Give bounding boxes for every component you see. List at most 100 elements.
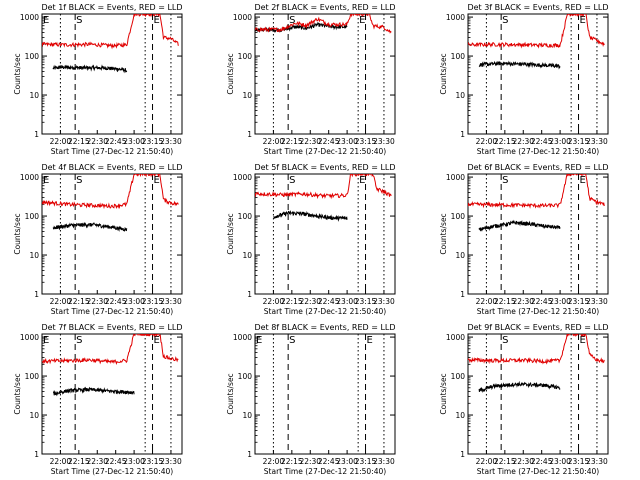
x-tick-label: 23:15 bbox=[142, 297, 164, 306]
panel-title: Det 9f BLACK = Events, RED = LLD bbox=[467, 323, 608, 332]
x-tick-label: 22:45 bbox=[318, 297, 340, 306]
x-tick-label: 22:30 bbox=[512, 297, 534, 306]
x-tick-label: 22:00 bbox=[50, 297, 72, 306]
x-tick-label: 23:00 bbox=[336, 457, 358, 466]
x-axis-label: Start Time (27-Dec-12 21:50:40) bbox=[51, 467, 173, 476]
panel-title: Det 2f BLACK = Events, RED = LLD bbox=[254, 3, 395, 12]
time-marker-label: E bbox=[154, 335, 160, 346]
x-axis-label: Start Time (27-Dec-12 21:50:40) bbox=[477, 467, 599, 476]
lld-series-line bbox=[42, 174, 179, 210]
x-axis-label: Start Time (27-Dec-12 21:50:40) bbox=[264, 307, 386, 316]
panel-det-7: Det 7f BLACK = Events, RED = LLD 1 10 100 10… bbox=[13, 323, 183, 476]
x-tick-label: 23:00 bbox=[123, 297, 145, 306]
x-tick-label: 22:00 bbox=[263, 297, 285, 306]
x-axis-label: Start Time (27-Dec-12 21:50:40) bbox=[51, 307, 173, 316]
events-series-line bbox=[273, 209, 348, 222]
x-tick-label: 23:15 bbox=[355, 137, 377, 146]
x-tick-label: 22:00 bbox=[50, 457, 72, 466]
y-tick-label: 10 bbox=[29, 411, 39, 420]
time-marker-label: S bbox=[502, 15, 508, 26]
time-marker-label: E bbox=[154, 175, 160, 186]
plot-frame bbox=[254, 173, 396, 295]
plot-frame bbox=[41, 173, 183, 295]
x-tick-label: 23:15 bbox=[355, 457, 377, 466]
events-series-line bbox=[478, 219, 561, 232]
y-tick-label: 100 bbox=[25, 212, 40, 221]
y-tick-label: 10 bbox=[455, 251, 465, 260]
y-tick-label: 1 bbox=[34, 130, 39, 139]
x-axis-label: Start Time (27-Dec-12 21:50:40) bbox=[264, 147, 386, 156]
y-tick-label: 100 bbox=[25, 372, 40, 381]
panel-title: Det 6f BLACK = Events, RED = LLD bbox=[467, 163, 608, 172]
x-tick-label: 23:30 bbox=[373, 457, 395, 466]
time-marker-label: S bbox=[289, 15, 295, 26]
x-axis-label: Start Time (27-Dec-12 21:50:40) bbox=[477, 307, 599, 316]
x-tick-label: 22:30 bbox=[512, 457, 534, 466]
time-marker-label: E bbox=[43, 15, 49, 26]
x-tick-label: 22:45 bbox=[318, 137, 340, 146]
y-tick-label: 100 bbox=[238, 52, 253, 61]
panel-det-3: Det 3f BLACK = Events, RED = LLD 1 10 100 10… bbox=[439, 3, 609, 156]
y-axis-label: Counts/sec bbox=[13, 213, 22, 254]
y-tick-label: 10 bbox=[29, 91, 39, 100]
x-tick-label: 22:30 bbox=[86, 457, 108, 466]
panel-title: Det 3f BLACK = Events, RED = LLD bbox=[467, 3, 608, 12]
time-marker-label: E bbox=[359, 15, 365, 26]
x-tick-label: 22:15 bbox=[494, 457, 516, 466]
x-tick-label: 22:15 bbox=[281, 297, 303, 306]
x-tick-label: 23:30 bbox=[586, 137, 608, 146]
panel-det-6: Det 6f BLACK = Events, RED = LLD 1 10 100 10… bbox=[439, 163, 609, 316]
x-tick-label: 23:15 bbox=[355, 297, 377, 306]
y-tick-label: 1000 bbox=[233, 173, 252, 182]
x-tick-label: 22:15 bbox=[494, 297, 516, 306]
x-tick-label: 22:45 bbox=[318, 457, 340, 466]
x-tick-label: 23:00 bbox=[123, 457, 145, 466]
x-tick-label: 22:45 bbox=[531, 137, 553, 146]
y-tick-label: 10 bbox=[242, 411, 252, 420]
y-tick-label: 1 bbox=[460, 450, 465, 459]
time-marker-label: S bbox=[502, 335, 508, 346]
y-tick-label: 100 bbox=[451, 372, 466, 381]
x-tick-label: 22:00 bbox=[263, 137, 285, 146]
x-tick-label: 23:15 bbox=[142, 457, 164, 466]
x-tick-label: 22:00 bbox=[476, 457, 498, 466]
y-tick-label: 1000 bbox=[446, 173, 465, 182]
y-tick-label: 10 bbox=[242, 91, 252, 100]
y-tick-label: 1 bbox=[34, 450, 39, 459]
panel-det-1: Det 1f BLACK = Events, RED = LLD 1 10 100 10… bbox=[13, 3, 183, 156]
x-tick-label: 23:00 bbox=[549, 137, 571, 146]
x-tick-label: 22:15 bbox=[281, 137, 303, 146]
y-tick-label: 100 bbox=[451, 52, 466, 61]
x-tick-label: 23:30 bbox=[160, 457, 182, 466]
x-tick-label: 22:15 bbox=[281, 457, 303, 466]
y-tick-label: 10 bbox=[29, 251, 39, 260]
x-tick-label: 23:00 bbox=[336, 137, 358, 146]
y-tick-label: 1000 bbox=[233, 13, 252, 22]
y-axis-label: Counts/sec bbox=[439, 53, 448, 94]
y-tick-label: 1 bbox=[247, 130, 252, 139]
events-series-line bbox=[52, 386, 135, 397]
x-tick-label: 23:30 bbox=[586, 457, 608, 466]
time-marker-label: E bbox=[359, 175, 365, 186]
events-series-line bbox=[478, 380, 561, 394]
y-tick-label: 100 bbox=[451, 212, 466, 221]
x-tick-label: 23:30 bbox=[373, 297, 395, 306]
x-tick-label: 22:15 bbox=[68, 297, 90, 306]
lld-series-line bbox=[255, 14, 392, 34]
x-tick-label: 23:15 bbox=[568, 137, 590, 146]
x-tick-label: 22:45 bbox=[531, 457, 553, 466]
lld-series-line bbox=[255, 174, 392, 200]
plot-frame bbox=[254, 13, 396, 135]
time-marker-label: E bbox=[580, 15, 586, 26]
y-tick-label: 1000 bbox=[446, 333, 465, 342]
time-marker-label: S bbox=[76, 175, 82, 186]
y-tick-label: 1000 bbox=[20, 173, 39, 182]
events-series-line bbox=[478, 60, 561, 70]
y-tick-label: 1 bbox=[247, 290, 252, 299]
x-tick-label: 22:30 bbox=[512, 137, 534, 146]
x-tick-label: 22:00 bbox=[476, 297, 498, 306]
plot-frame bbox=[467, 333, 609, 455]
y-axis-label: Counts/sec bbox=[226, 53, 235, 94]
events-series-line bbox=[52, 64, 128, 74]
